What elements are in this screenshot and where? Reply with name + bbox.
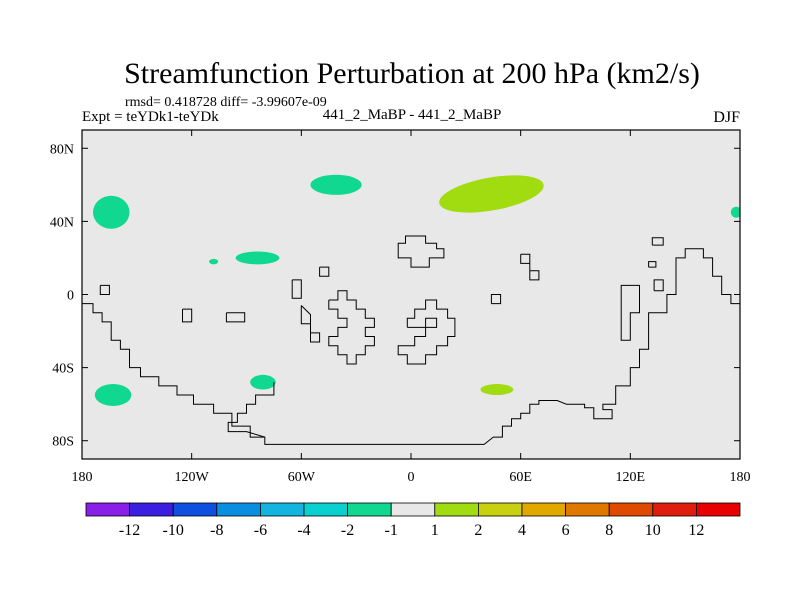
x-tick-label: 180: [72, 470, 93, 485]
anomaly-region-2: [209, 258, 219, 265]
anomaly-region-5: [730, 206, 740, 218]
outline-madagascar-region: [490, 294, 502, 305]
experiment-label: Expt = teYDk1-teYDk: [82, 109, 219, 125]
colorbar-label: 2: [474, 522, 482, 539]
map-plot-area: 180 120W 60W 0 60E 120E 180 80N 40N 0 40S 80S: [50, 129, 751, 485]
map-background: [82, 130, 740, 459]
outline-atlantic-island-b: [291, 279, 302, 299]
colorbar-label: 8: [605, 522, 613, 539]
x-tick-label: 120W: [175, 470, 210, 485]
colorbar-label: 4: [518, 522, 526, 539]
colorbar-label: -4: [297, 522, 310, 539]
colorbar-swatch: [521, 502, 566, 517]
chart-title: Streamfunction Perturbation at 200 hPa (…: [124, 57, 700, 90]
anomaly-region-1: [92, 195, 130, 229]
x-tick-label: 180: [730, 470, 751, 485]
outline-north-pacific-small: [99, 284, 110, 295]
anomaly-fills: [92, 174, 740, 406]
colorbar-swatch: [347, 502, 392, 517]
outline-maritime-continent: [620, 284, 640, 341]
colorbar-swatch: [608, 502, 654, 517]
outline-central-america: [227, 382, 275, 438]
x-tick-label: 60E: [509, 470, 532, 485]
y-tick-label: 0: [67, 289, 74, 304]
outline-north-africa: [397, 235, 445, 268]
colorbar-swatch: [434, 502, 479, 517]
center-subtitle: 441_2_MaBP - 441_2_MaBP: [323, 107, 502, 123]
colorbar-swatch: [172, 502, 218, 517]
colorbar-swatch: [652, 502, 697, 517]
colorbar-label: 12: [688, 522, 704, 539]
outline-pacific-island-c: [651, 237, 664, 246]
y-tick-label: 40S: [52, 362, 74, 377]
outline-pacific-island-b: [653, 279, 664, 292]
anomaly-region-4: [310, 174, 362, 195]
colorbar-swatch: [85, 502, 130, 517]
outline-north-atlantic-island: [225, 312, 246, 323]
anomaly-region-8: [439, 175, 544, 213]
anomaly-region-3: [235, 251, 280, 265]
outline-pacific-island-a: [648, 261, 657, 268]
colorbar-swatch: [565, 502, 610, 517]
colorbar-label: -12: [119, 522, 140, 539]
y-tick-label: 40N: [50, 215, 74, 230]
x-tick-label: 60W: [288, 470, 316, 485]
colorbar-label: 1: [431, 522, 439, 539]
colorbar-swatch: [477, 502, 523, 517]
outline-east-africa: [397, 299, 456, 365]
anomaly-region-7: [250, 374, 276, 390]
colorbar-label: -6: [254, 522, 267, 539]
topography-outlines: [82, 235, 740, 445]
season-label: DJF: [713, 109, 740, 126]
outline-south-atlantic-small: [182, 308, 193, 323]
outline-south-atlantic-island: [300, 305, 321, 343]
colorbar-label: 6: [562, 522, 570, 539]
colorbar-swatch: [303, 502, 348, 517]
colorbar-label: -8: [210, 522, 223, 539]
colorbar-label: -10: [163, 522, 184, 539]
colorbar-swatch: [129, 502, 174, 517]
colorbar-swatch: [390, 502, 436, 517]
colorbar-swatch: [259, 502, 305, 517]
stats-label: rmsd= 0.418728 diff= -3.99607e-09: [125, 95, 327, 110]
colorbar-swatch: [696, 502, 741, 517]
outline-atlantic-island-a: [319, 266, 330, 277]
colorbar: -12 -10 -8 -6 -4 -2 -1 1 2 4 6 8 10 12: [85, 502, 741, 539]
colorbar-label: -2: [341, 522, 354, 539]
colorbar-label: 10: [645, 522, 661, 539]
colorbar-label: -1: [385, 522, 398, 539]
outline-west-africa: [328, 290, 375, 365]
anomaly-region-9: [480, 384, 514, 396]
x-tick-label: 120E: [616, 470, 646, 485]
y-tick-label: 80S: [52, 435, 74, 450]
anomaly-region-6: [94, 384, 132, 406]
y-axis: 80N 40N 0 40S 80S: [50, 142, 740, 450]
outline-indian-ocean-island: [520, 253, 540, 281]
x-axis: 180 120W 60W 0 60E 120E 180: [72, 130, 751, 485]
outline-south-america-antarctica: [82, 248, 740, 445]
colorbar-swatch: [216, 502, 261, 517]
x-tick-label: 0: [408, 470, 415, 485]
y-tick-label: 80N: [50, 142, 74, 157]
